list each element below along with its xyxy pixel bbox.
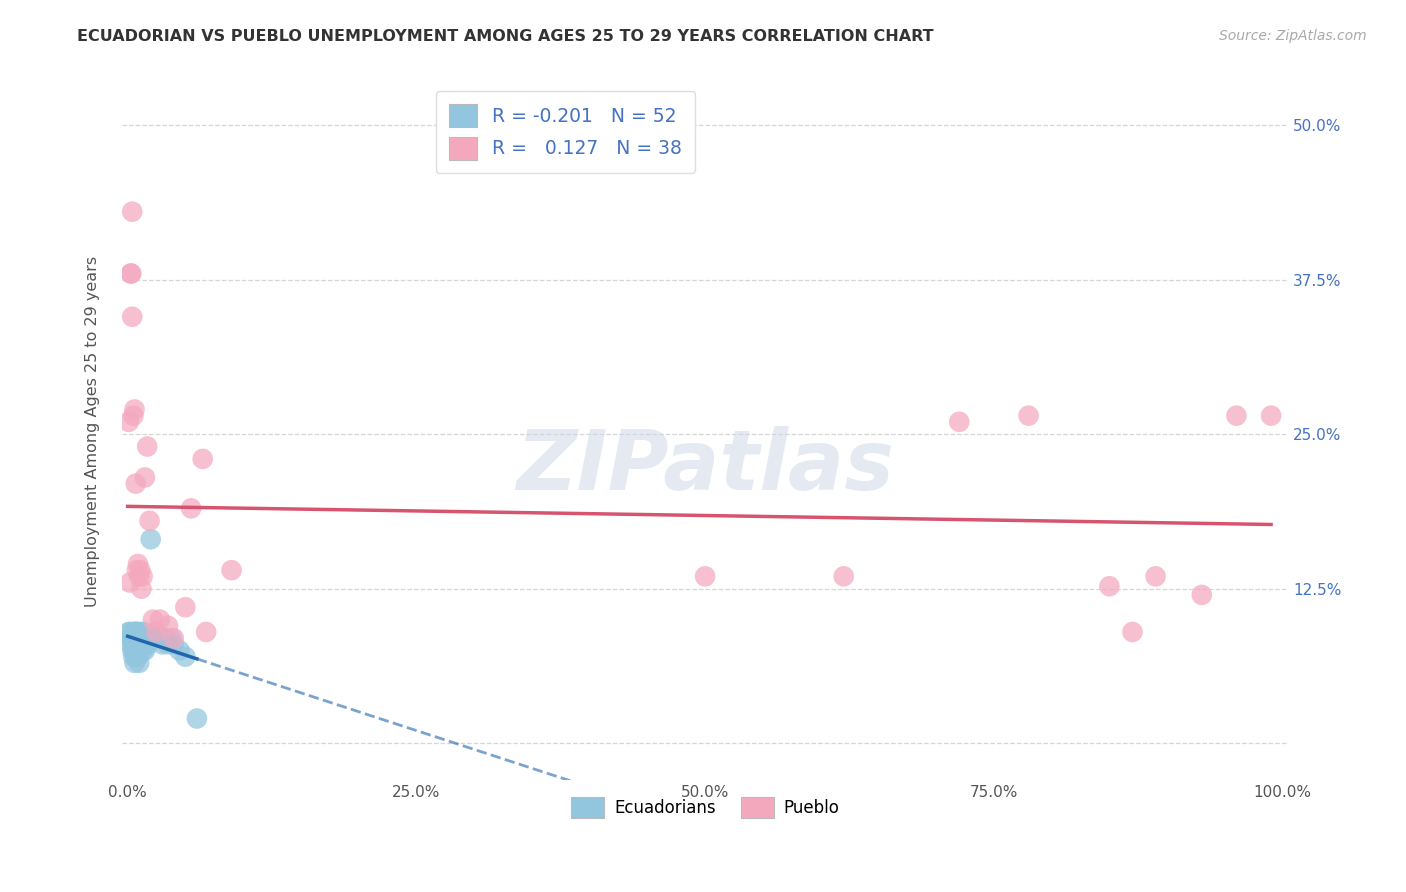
Point (129, 563, 152, 577)
Point (695, 569, 717, 583)
Point (131, 631, 153, 645)
Text: ECUADORIAN VS PUEBLO UNEMPLOYMENT AMONG AGES 25 TO 29 YEARS CORRELATION CHART: ECUADORIAN VS PUEBLO UNEMPLOYMENT AMONG … (77, 29, 934, 44)
Point (136, 440, 159, 454)
Point (169, 643, 191, 657)
Point (118, 631, 141, 645)
Point (121, 631, 143, 645)
Point (125, 649, 148, 664)
Point (948, 415, 970, 429)
Point (160, 631, 183, 645)
Point (125, 476, 148, 491)
Point (124, 402, 146, 417)
Point (128, 631, 150, 645)
Point (124, 631, 146, 645)
Point (132, 624, 155, 639)
Point (127, 649, 149, 664)
Point (138, 631, 160, 645)
Text: ZIPatlas: ZIPatlas (516, 425, 894, 507)
Y-axis label: Unemployment Among Ages 25 to 29 years: Unemployment Among Ages 25 to 29 years (86, 255, 100, 607)
Point (122, 637, 145, 651)
Point (191, 451, 214, 466)
Point (134, 631, 156, 645)
Point (1098, 579, 1121, 593)
Point (1144, 569, 1167, 583)
Point (139, 533, 162, 547)
Point (125, 563, 148, 577)
Text: Source: ZipAtlas.com: Source: ZipAtlas.com (1219, 29, 1367, 43)
Point (120, 637, 142, 651)
Point (127, 557, 149, 571)
Point (125, 624, 148, 639)
Point (145, 624, 167, 639)
Point (131, 569, 153, 583)
Point (122, 624, 145, 639)
Point (145, 631, 167, 645)
Point (125, 637, 148, 651)
Point (195, 624, 218, 639)
Point (125, 624, 148, 639)
Point (127, 637, 149, 651)
Point (134, 470, 156, 484)
Point (118, 624, 141, 639)
Point (153, 631, 176, 645)
Point (131, 582, 153, 596)
Point (118, 624, 141, 639)
Point (121, 310, 143, 324)
Point (129, 631, 152, 645)
Point (125, 631, 148, 645)
Point (148, 631, 170, 645)
Point (135, 637, 157, 651)
Point (118, 415, 141, 429)
Point (131, 643, 153, 657)
Point (186, 711, 208, 725)
Point (118, 575, 141, 590)
Point (174, 649, 197, 664)
Point (124, 624, 146, 639)
Point (122, 649, 145, 664)
Point (121, 643, 143, 657)
Point (128, 569, 150, 583)
Point (163, 631, 186, 645)
Legend: Ecuadorians, Pueblo: Ecuadorians, Pueblo (564, 790, 846, 824)
Point (128, 643, 150, 657)
Point (138, 514, 160, 528)
Point (127, 624, 149, 639)
Point (1260, 409, 1282, 423)
Point (124, 643, 146, 657)
Point (124, 656, 146, 670)
Point (149, 613, 172, 627)
Point (122, 409, 145, 423)
Point (157, 619, 180, 633)
Point (134, 643, 156, 657)
Point (129, 637, 152, 651)
Point (150, 637, 173, 651)
Point (120, 267, 142, 281)
Point (128, 656, 150, 670)
Point (832, 569, 855, 583)
Point (142, 631, 165, 645)
Point (120, 631, 142, 645)
Point (121, 204, 143, 219)
Point (138, 637, 160, 651)
Point (142, 613, 165, 627)
Point (136, 631, 159, 645)
Point (1191, 588, 1213, 602)
Point (157, 637, 180, 651)
Point (180, 501, 202, 516)
Point (1225, 409, 1247, 423)
Point (120, 267, 142, 281)
Point (174, 600, 197, 615)
Point (163, 637, 186, 651)
Point (131, 624, 153, 639)
Point (1121, 624, 1143, 639)
Point (143, 624, 166, 639)
Point (1018, 409, 1040, 423)
Point (125, 637, 148, 651)
Point (221, 563, 243, 577)
Point (125, 643, 148, 657)
